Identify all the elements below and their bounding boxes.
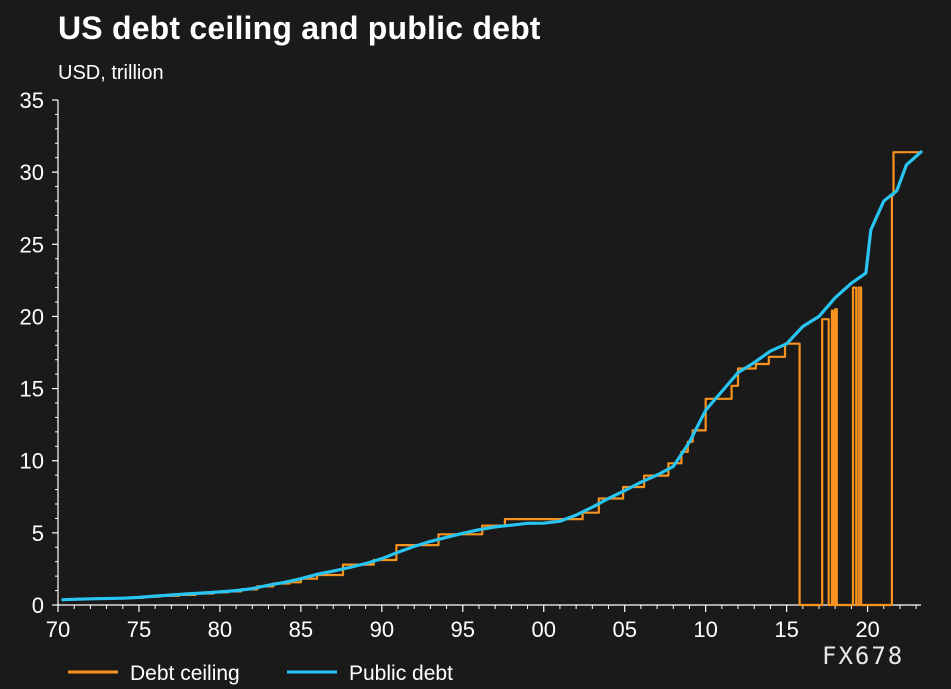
x-tick-label: 10 <box>693 617 717 642</box>
y-tick-label: 0 <box>32 593 44 618</box>
x-tick-label: 05 <box>612 617 636 642</box>
x-tick-label: 20 <box>855 617 879 642</box>
x-tick-label: 15 <box>774 617 798 642</box>
debt-ceiling-line <box>61 151 923 607</box>
y-tick-label: 20 <box>20 304 44 329</box>
y-tick-label: 5 <box>32 521 44 546</box>
y-tick-label: 35 <box>20 88 44 113</box>
legend-label-public-debt: Public debt <box>349 662 453 685</box>
legend-label-debt-ceiling: Debt ceiling <box>130 662 240 685</box>
public-debt-line <box>61 150 923 602</box>
x-tick-label: 90 <box>370 617 394 642</box>
y-tick-label: 15 <box>20 377 44 402</box>
x-tick-label: 80 <box>208 617 232 642</box>
x-tick-label: 85 <box>289 617 313 642</box>
x-tick-label: 95 <box>451 617 475 642</box>
y-tick-label: 30 <box>20 160 44 185</box>
watermark: FX678 <box>822 642 904 670</box>
legend: Debt ceiling Public debt <box>68 662 453 685</box>
series-lines <box>61 150 923 607</box>
chart-subtitle: USD, trillion <box>58 62 164 84</box>
y-tick-label: 25 <box>20 232 44 257</box>
x-tick-label: 75 <box>127 617 151 642</box>
x-tick-label: 00 <box>531 617 555 642</box>
y-tick-label: 10 <box>20 449 44 474</box>
x-tick-label: 70 <box>46 617 70 642</box>
chart-title: US debt ceiling and public debt <box>58 10 541 46</box>
